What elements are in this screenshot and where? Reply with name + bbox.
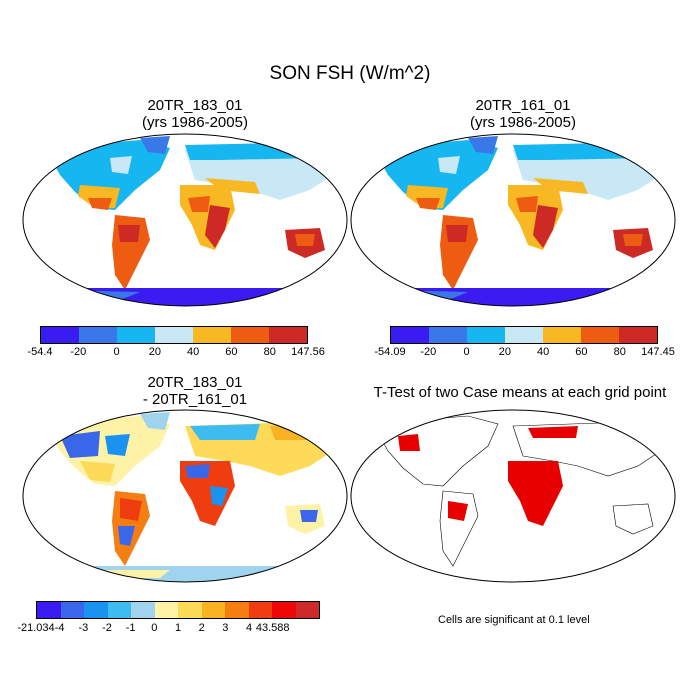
figure-title: SON FSH (W/m^2) xyxy=(269,63,431,84)
colorbar-difference xyxy=(36,601,320,619)
colorbar-case1 xyxy=(40,326,308,344)
colorbar-case2-tick-label: 0 xyxy=(463,346,470,358)
colorbar-difference-swatch xyxy=(60,602,84,618)
colorbar-case1-swatch xyxy=(117,327,155,343)
colorbar-case2-swatch xyxy=(619,327,657,343)
colorbar-case2-tick-label: 80 xyxy=(613,346,626,358)
colorbar-case1-swatch xyxy=(79,327,117,343)
colorbar-difference-swatch xyxy=(201,602,225,618)
colorbar-difference-tick-label: -2 xyxy=(102,622,112,634)
colorbar-case2-swatch xyxy=(467,327,505,343)
panel-title-diff: 20TR_183_01 - 20TR_161_01 xyxy=(40,374,350,408)
colorbar-difference-swatch xyxy=(84,602,108,618)
panel-title-case2-name: 20TR_161_01 xyxy=(475,97,571,114)
colorbar-difference-swatch xyxy=(295,602,319,618)
colorbar-difference-swatch xyxy=(272,602,296,618)
significance-note: Cells are significant at 0.1 level xyxy=(438,614,590,626)
colorbar-difference-tick-label: 4 xyxy=(245,622,253,634)
colorbar-case2 xyxy=(390,326,658,344)
colorbar-difference-tick-label: -1 xyxy=(125,622,136,634)
panel-title-case1-name: 20TR_183_01 xyxy=(147,97,243,114)
colorbar-case1-swatch xyxy=(231,327,269,343)
panel-title-diff-line2: - 20TR_161_01 xyxy=(142,391,248,408)
colorbar-difference-swatch xyxy=(37,602,61,618)
colorbar-case1-tick-label: 40 xyxy=(187,346,200,358)
colorbar-difference-swatch xyxy=(178,602,202,618)
map-case1-land xyxy=(23,134,347,306)
panel-title-case2-years: (yrs 1986-2005) xyxy=(470,114,576,131)
colorbar-case1-tick-label: 147.56 xyxy=(291,346,325,358)
panel-title-case1-years: (yrs 1986-2005) xyxy=(142,114,248,131)
colorbar-case1-swatch xyxy=(193,327,231,343)
colorbar-case1-swatch xyxy=(269,327,307,343)
colorbar-case1-tick-label: 0 xyxy=(113,346,120,358)
colorbar-case1-swatch xyxy=(41,327,79,343)
colorbar-difference-tick-label: -21.034 xyxy=(17,622,55,634)
map-ttest-significant-cells xyxy=(351,410,675,582)
map-difference xyxy=(22,409,348,583)
colorbar-case2-tick-label: -54.09 xyxy=(374,346,406,358)
colorbar-difference-tick-label: 43.588 xyxy=(255,622,290,634)
map-case1 xyxy=(22,133,348,307)
colorbar-case2-tick-label: 40 xyxy=(537,346,550,358)
colorbar-difference-swatch xyxy=(225,602,249,618)
map-case2 xyxy=(350,133,676,307)
colorbar-case2-swatch xyxy=(505,327,543,343)
colorbar-case1-swatch xyxy=(155,327,193,343)
colorbar-case2-tick-label: 147.45 xyxy=(641,346,675,358)
panel-title-diff-line1: 20TR_183_01 xyxy=(147,374,243,391)
colorbar-difference-tick-label: 0 xyxy=(151,622,158,634)
colorbar-difference-tick-label: 3 xyxy=(222,622,229,634)
colorbar-case1-tick-label: 60 xyxy=(225,346,238,358)
map-ttest xyxy=(350,409,676,583)
colorbar-case1-tick-label: 20 xyxy=(148,346,161,358)
colorbar-difference-swatch xyxy=(107,602,131,618)
colorbar-case1-tick-label: -54.4 xyxy=(27,346,53,358)
colorbar-difference-tick-label: 2 xyxy=(198,622,205,634)
colorbar-case2-tick-label: 20 xyxy=(498,346,511,358)
colorbar-difference-swatch xyxy=(154,602,178,618)
panel-title-case2: 20TR_161_01 (yrs 1986-2005) xyxy=(368,97,678,131)
colorbar-case2-tick-label: -20 xyxy=(420,346,437,358)
colorbar-difference-tick-label: 1 xyxy=(174,622,182,634)
map-difference-land xyxy=(23,410,347,582)
colorbar-case2-swatch xyxy=(391,327,429,343)
colorbar-difference-tick-label: -4 xyxy=(54,622,65,634)
map-case2-land xyxy=(351,134,675,306)
colorbar-case1-tick-label: -20 xyxy=(70,346,87,358)
colorbar-case2-swatch xyxy=(429,327,467,343)
colorbar-case1-tick-label: 80 xyxy=(263,346,276,358)
colorbar-case2-swatch xyxy=(581,327,619,343)
colorbar-difference-swatch xyxy=(248,602,272,618)
colorbar-difference-swatch xyxy=(131,602,155,618)
panel-title-ttest: T-Test of two Case means at each grid po… xyxy=(373,384,667,401)
colorbar-case2-swatch xyxy=(543,327,581,343)
panel-title-case1: 20TR_183_01 (yrs 1986-2005) xyxy=(40,97,350,131)
colorbar-case2-tick-label: 60 xyxy=(575,346,588,358)
colorbar-difference-tick-label: -3 xyxy=(78,622,89,634)
